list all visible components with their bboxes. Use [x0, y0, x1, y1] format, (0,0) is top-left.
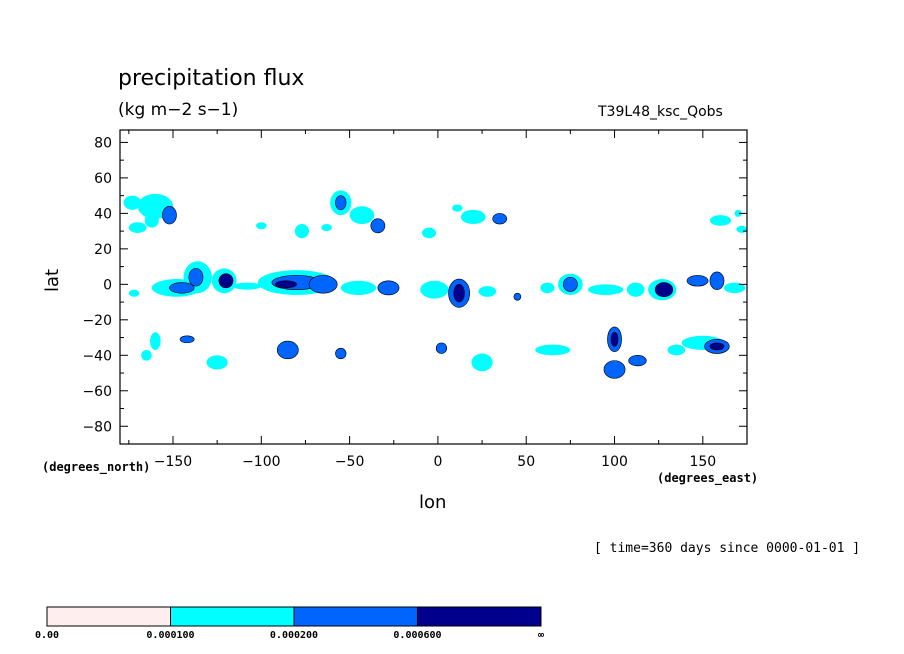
contour-region-25	[452, 204, 463, 212]
axis-ticks: −150 −100 −50 0 50 100 150 80 60 40 20 0 −20 −40 −60 −8…	[82, 130, 748, 470]
y-tick-label-5: −20	[82, 313, 112, 329]
y-axis-units: (degrees_north)	[42, 460, 151, 474]
y-tick-label-2: 40	[94, 206, 112, 222]
y-tick-label-3: 20	[94, 242, 112, 258]
x-tick-label-6: 150	[689, 454, 716, 470]
contour-region-5	[420, 280, 449, 299]
y-tick-label-4: 0	[103, 277, 112, 293]
x-tick-label-4: 50	[517, 454, 535, 470]
contour-region-17	[144, 213, 159, 228]
chart-title: precipitation flux	[118, 66, 305, 91]
contour-region-30	[141, 349, 152, 361]
contour-region-16	[128, 222, 147, 233]
time-note: [ time=360 days since 0000-01-01 ]	[594, 541, 861, 556]
colorbar-label-1: 0.000100	[146, 630, 194, 641]
contour-region-50	[492, 213, 508, 225]
contour-region-29	[150, 332, 161, 350]
contour-region-12	[540, 282, 555, 294]
x-axis-label: lon	[419, 492, 447, 513]
contour-region-63	[610, 331, 619, 347]
contour-region-33	[535, 344, 571, 356]
contour-region-28	[709, 215, 732, 226]
contour-region-37	[169, 282, 195, 294]
colorbar-label-0: 0.00	[35, 630, 59, 641]
x-tick-label-5: 100	[601, 454, 628, 470]
colorbar-swatch-0	[46, 606, 171, 627]
contour-region-38	[188, 268, 204, 287]
y-tick-label-6: −40	[82, 348, 112, 364]
contour-region-22	[255, 222, 267, 230]
contour-region-62	[654, 282, 674, 298]
contour-region-13	[478, 286, 497, 297]
colorbar-label-3: 0.000600	[393, 630, 441, 641]
contour-region-19	[349, 206, 375, 225]
contour-region-54	[435, 342, 448, 354]
plot-frame	[119, 129, 748, 445]
contour-region-44	[686, 275, 709, 287]
colorbar-label-4: ∞	[538, 630, 544, 641]
contour-region-40	[308, 275, 338, 294]
contour-region-24	[460, 209, 486, 225]
contour-region-9	[626, 282, 645, 297]
contour-region-8	[588, 284, 624, 295]
contour-region-48	[335, 195, 347, 211]
colorbar-label-2: 0.000200	[270, 630, 318, 641]
contour-region-20	[294, 224, 309, 239]
contour-region-51	[179, 335, 195, 344]
contour-region-49	[370, 218, 386, 234]
contour-region-60	[275, 280, 297, 289]
contour-region-61	[453, 284, 465, 303]
y-tick-label-7: −60	[82, 384, 112, 400]
contour-region-59	[218, 273, 234, 289]
contour-region-53	[335, 347, 347, 360]
contour-region-56	[603, 360, 626, 379]
y-tick-label-1: 60	[94, 171, 112, 187]
contour-region-27	[736, 225, 747, 233]
contour-region-45	[709, 271, 725, 290]
colorbar-swatch-1	[170, 606, 295, 627]
colorbar-swatch-3	[417, 606, 542, 627]
contour-region-57	[628, 354, 647, 367]
contour-region-31	[206, 355, 228, 370]
contour-region-32	[471, 353, 493, 372]
contour-region-41	[377, 280, 400, 296]
y-tick-label-8: −80	[82, 419, 112, 435]
y-tick-label-0: 80	[94, 135, 112, 151]
chart-units: (kg m−2 s−1)	[118, 100, 239, 120]
colorbar: 0.00 0.000100 0.000200 0.000600 ∞	[35, 606, 544, 641]
colorbar-swatch-2	[293, 606, 418, 627]
contour-region-23	[422, 227, 437, 239]
contour-region-35	[667, 344, 686, 356]
x-tick-label-1: −100	[242, 454, 280, 470]
contour-region-52	[276, 340, 299, 360]
contour-region-14	[123, 195, 142, 210]
x-tick-label-2: −50	[335, 454, 365, 470]
contour-region-4	[340, 280, 377, 295]
contour-regions	[123, 190, 747, 379]
contour-region-36	[128, 289, 140, 297]
contour-region-47	[162, 205, 177, 225]
x-axis-units: (degrees_east)	[657, 471, 759, 485]
contour-region-21	[321, 224, 332, 232]
contour-region-26	[734, 209, 742, 217]
contour-region-64	[709, 342, 725, 351]
x-tick-label-0: −150	[154, 454, 192, 470]
contour-region-6	[233, 282, 262, 290]
contour-region-43	[563, 276, 578, 292]
x-tick-label-3: 0	[433, 454, 442, 470]
run-id-label: T39L48_ksc_Qobs	[598, 104, 723, 120]
contour-region-11	[724, 282, 746, 294]
contour-region-46	[513, 292, 522, 301]
